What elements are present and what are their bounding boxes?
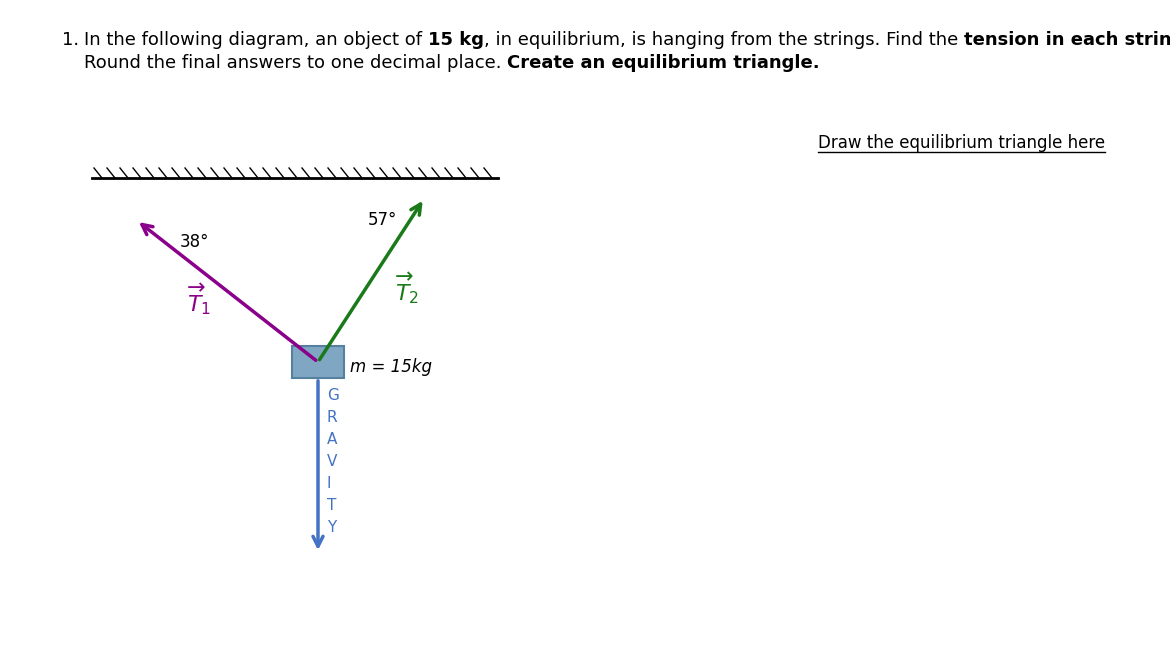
Text: Round the final answers to one decimal place.: Round the final answers to one decimal p… <box>84 54 508 72</box>
Text: $\overrightarrow{T}_2$: $\overrightarrow{T}_2$ <box>395 271 419 306</box>
Text: V: V <box>326 454 337 469</box>
Text: 57°: 57° <box>367 211 397 230</box>
Text: Draw the equilibrium triangle here: Draw the equilibrium triangle here <box>818 134 1106 152</box>
Bar <box>292 346 344 378</box>
Text: 38°: 38° <box>180 233 209 252</box>
Text: 1.: 1. <box>62 31 80 49</box>
Text: A: A <box>326 432 337 447</box>
Text: T: T <box>326 499 337 514</box>
Text: tension in each string.: tension in each string. <box>964 31 1170 49</box>
Text: 15 kg: 15 kg <box>428 31 483 49</box>
Text: I: I <box>326 477 331 492</box>
Text: m = 15kg: m = 15kg <box>350 358 432 376</box>
Text: Create an equilibrium triangle.: Create an equilibrium triangle. <box>508 54 820 72</box>
Text: R: R <box>326 411 338 426</box>
Text: $\overrightarrow{T}_1$: $\overrightarrow{T}_1$ <box>187 281 212 317</box>
Text: Y: Y <box>326 520 336 535</box>
Text: G: G <box>326 389 339 404</box>
Text: , in equilibrium, is hanging from the strings. Find the: , in equilibrium, is hanging from the st… <box>483 31 964 49</box>
Text: In the following diagram, an object of: In the following diagram, an object of <box>84 31 428 49</box>
